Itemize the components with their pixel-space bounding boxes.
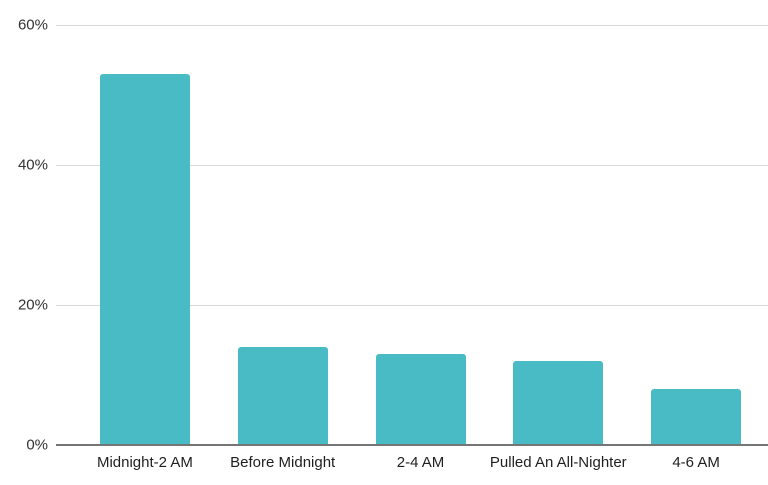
bar-4-6-am — [651, 389, 742, 445]
x-axis-line — [56, 444, 768, 446]
x-axis-category-label: Pulled An All-Nighter — [489, 454, 627, 471]
x-axis-category-label: 2-4 AM — [396, 454, 445, 471]
bar-2-4-am — [375, 354, 466, 445]
bar-pulled-an-all-nighter — [513, 361, 604, 445]
x-axis-category-label: Before Midnight — [230, 454, 336, 471]
bar-midnight-2-am — [99, 74, 190, 445]
x-axis-category-label: 4-6 AM — [672, 454, 720, 471]
gridline — [56, 25, 768, 26]
y-axis-tick-label: 0% — [26, 436, 48, 454]
y-axis-tick-label: 40% — [17, 156, 48, 174]
gridline — [56, 165, 768, 166]
y-axis-tick-label: 20% — [17, 296, 48, 314]
y-axis-tick-label: 60% — [17, 16, 48, 34]
bar-before-midnight — [237, 347, 328, 445]
x-axis-category-label: Midnight-2 AM — [96, 454, 193, 471]
gridline — [56, 305, 768, 306]
